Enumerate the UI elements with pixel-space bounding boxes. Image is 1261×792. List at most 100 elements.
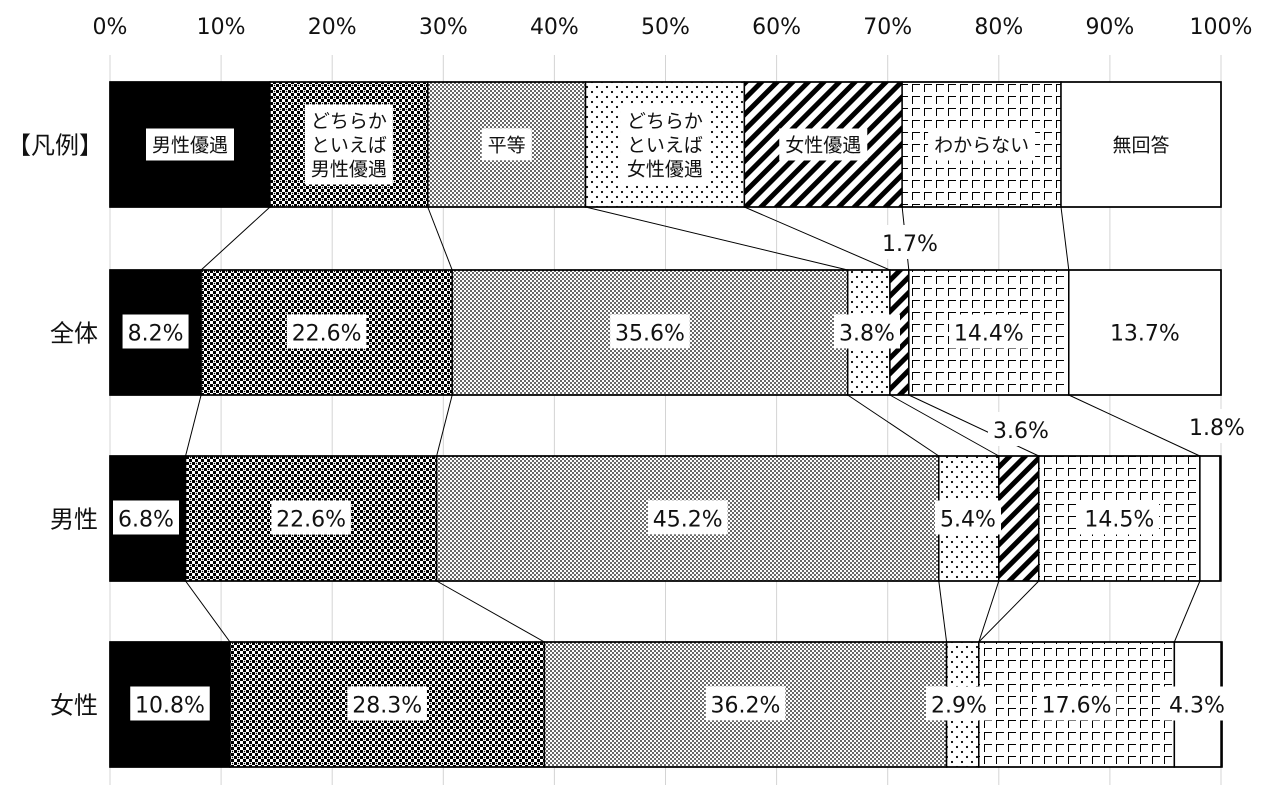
legend-entry: 女性優遇 xyxy=(779,128,868,161)
legend-label: どちらか xyxy=(311,111,387,133)
connector-line xyxy=(1173,580,1201,643)
data-label: 1.7% xyxy=(877,225,943,259)
legend-label-bg xyxy=(928,128,1036,161)
data-label-text: 14.5% xyxy=(1084,508,1154,533)
data-label-bg xyxy=(122,314,189,349)
legend-label: 無回答 xyxy=(1113,135,1170,157)
data-label-bg xyxy=(1164,686,1230,721)
legend-label: わからない xyxy=(934,135,1029,157)
data-label: 28.3% xyxy=(347,686,427,721)
connector-line xyxy=(978,580,1000,643)
data-label-text: 35.6% xyxy=(615,322,685,347)
row-label: 女性 xyxy=(50,692,98,720)
bar-segment xyxy=(998,455,1040,582)
data-label-bg xyxy=(1105,314,1185,349)
data-label: 22.6% xyxy=(271,500,351,535)
data-label: 8.2% xyxy=(122,314,189,349)
data-label-text: 8.2% xyxy=(128,322,184,347)
legend-label-bg xyxy=(481,128,532,161)
connector-line xyxy=(585,206,848,271)
legend-label-bg xyxy=(145,128,234,161)
x-tick-label: 30% xyxy=(419,15,468,40)
connector-line xyxy=(436,580,545,643)
connector-line xyxy=(185,580,231,643)
legend-label: といえば xyxy=(627,135,703,157)
data-label-text: 22.6% xyxy=(292,322,362,347)
data-label: 14.5% xyxy=(1079,500,1160,535)
bar-segment xyxy=(1060,81,1222,208)
x-axis-ticks: 0% 10% 20% 30% 40% 50% 60% 70% 80% 90% 100% xyxy=(93,15,1253,40)
data-label: 45.2% xyxy=(647,500,728,535)
data-label: 35.6% xyxy=(610,314,690,349)
row-label: 全体 xyxy=(50,320,98,348)
data-label-text: 45.2% xyxy=(653,508,723,533)
x-tick-label: 90% xyxy=(1085,15,1134,40)
data-label: 2.9% xyxy=(926,686,992,721)
data-label-bg xyxy=(949,314,1029,349)
data-label-text: 36.2% xyxy=(711,694,781,719)
legend-entry: 平等 xyxy=(481,128,532,161)
data-label: 13.7% xyxy=(1105,314,1185,349)
legend-label: 女性優遇 xyxy=(785,135,861,157)
bar-outline xyxy=(109,269,1222,396)
data-label-bg xyxy=(347,686,427,721)
legend-label: といえば xyxy=(311,135,387,157)
data-label: 4.3% xyxy=(1164,686,1230,721)
x-tick-label: 100% xyxy=(1190,15,1253,40)
data-label-text: 14.4% xyxy=(954,322,1024,347)
data-label: 5.4% xyxy=(935,500,1001,535)
x-tick-label: 10% xyxy=(197,15,246,40)
data-label-text: 3.8% xyxy=(839,322,895,347)
row-label: 【凡例】 xyxy=(7,132,103,160)
data-label-text: 28.3% xyxy=(352,694,422,719)
bar-outline xyxy=(109,81,1222,208)
legend-label-bg xyxy=(620,104,709,185)
data-label-bg xyxy=(935,500,1001,535)
data-label: 6.8% xyxy=(113,500,179,535)
connector-line xyxy=(978,580,1040,643)
data-label: 3.8% xyxy=(834,314,900,349)
x-tick-label: 70% xyxy=(863,15,912,40)
legend-label: どちらか xyxy=(627,111,703,133)
legend-label-bg xyxy=(779,128,868,161)
data-label: 22.6% xyxy=(286,314,367,349)
data-label-bg xyxy=(647,500,728,535)
legend-entry: わからない xyxy=(928,128,1036,161)
data-label-bg xyxy=(113,500,179,535)
data-label-bg xyxy=(286,314,367,349)
bar-segment xyxy=(1199,455,1221,582)
connector-line xyxy=(744,206,891,271)
data-label-bg xyxy=(834,314,900,349)
data-label-bg xyxy=(926,686,992,721)
data-label-bg xyxy=(130,686,210,721)
data-label-bg xyxy=(988,412,1054,446)
data-label-bg xyxy=(1079,500,1160,535)
data-label-bg xyxy=(1036,686,1117,721)
data-label: 36.2% xyxy=(705,686,786,721)
data-label: 10.8% xyxy=(130,686,210,721)
data-label-bg xyxy=(877,225,943,259)
legend-entry: 無回答 xyxy=(1113,135,1170,157)
bar-outline xyxy=(109,455,1222,582)
data-label-bg xyxy=(705,686,786,721)
data-label-text: 4.3% xyxy=(1169,694,1225,719)
data-label-text: 1.8% xyxy=(1189,416,1245,441)
x-tick-label: 50% xyxy=(641,15,690,40)
data-label: 14.4% xyxy=(949,314,1029,349)
data-label-bg xyxy=(610,314,690,349)
data-label-text: 5.4% xyxy=(940,508,996,533)
x-tick-label: 40% xyxy=(530,15,579,40)
connector-line xyxy=(200,206,271,271)
connector-line xyxy=(1060,206,1070,271)
connector-line xyxy=(847,394,940,457)
data-label-text: 3.6% xyxy=(993,419,1049,444)
legend-label: 平等 xyxy=(488,135,526,157)
data-label-bg xyxy=(271,500,351,535)
connector-line xyxy=(1068,394,1201,457)
x-tick-label: 0% xyxy=(93,15,128,40)
data-label: 1.8% xyxy=(1184,409,1250,443)
connector-line xyxy=(427,206,453,271)
